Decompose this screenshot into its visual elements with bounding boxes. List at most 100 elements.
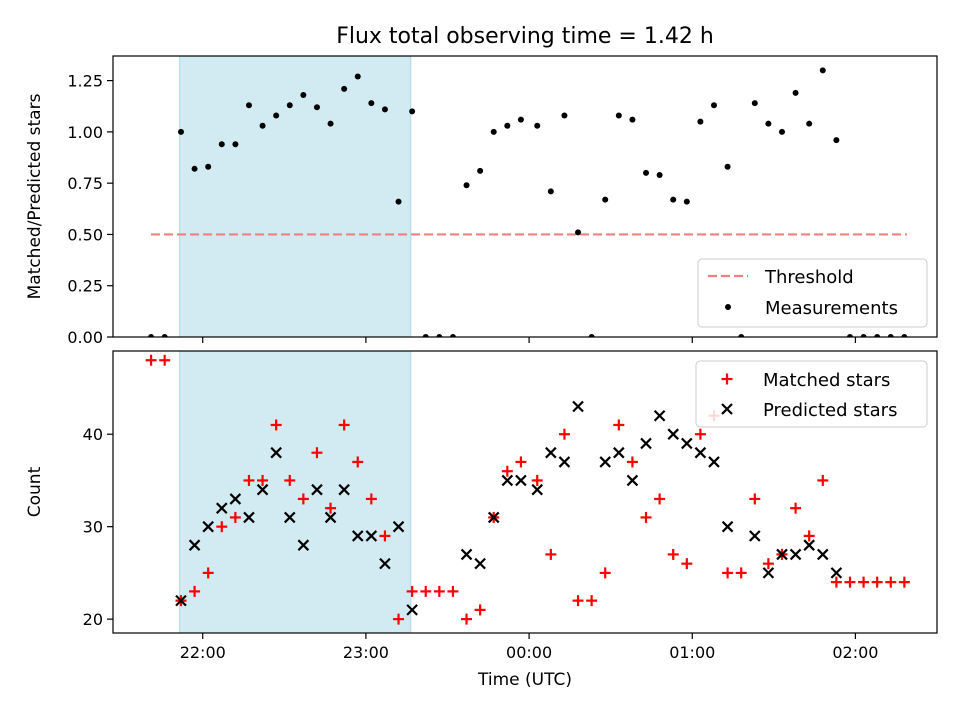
predicted-star-point xyxy=(379,557,391,570)
matched-star-point xyxy=(393,613,405,625)
predicted-star-point xyxy=(830,567,843,579)
predicted-star-point xyxy=(803,539,815,551)
legend-predicted-label: Predicted stars xyxy=(763,400,897,421)
predicted-x-b xyxy=(379,557,391,570)
predicted-star-point xyxy=(175,594,187,607)
measurement-point xyxy=(874,334,881,337)
predicted-star-point xyxy=(515,474,527,487)
matched-star-point xyxy=(586,595,598,607)
predicted-x-b xyxy=(202,520,214,533)
matched-star-point xyxy=(365,493,377,505)
measurement-point xyxy=(490,128,497,135)
matched-star-point xyxy=(681,558,693,570)
predicted-x-b xyxy=(817,548,829,561)
predicted-x-b xyxy=(188,539,201,551)
predicted-star-point xyxy=(392,520,405,533)
matched-star-point xyxy=(229,511,241,523)
y-tick-label: 20 xyxy=(83,610,103,629)
predicted-x-b xyxy=(545,446,557,459)
observing-span-shade xyxy=(179,55,412,338)
predicted-x-b xyxy=(283,511,296,524)
measurement-point xyxy=(602,196,609,203)
predicted-star-point xyxy=(558,456,571,468)
matched-star-point xyxy=(858,576,870,588)
measurement-point xyxy=(327,120,334,127)
legend-predicted-swatch-b xyxy=(721,403,733,415)
measurement-point xyxy=(354,73,361,80)
y-tick-label: 1.00 xyxy=(67,123,103,142)
x-axis-label: Time (UTC) xyxy=(477,670,572,690)
matched-star-point xyxy=(243,474,255,486)
measurement-point xyxy=(313,104,320,111)
predicted-star-point xyxy=(365,530,378,542)
matched-star-point xyxy=(885,576,897,588)
measurement-point xyxy=(765,120,772,127)
predicted-x-b xyxy=(243,511,255,524)
matched-star-point xyxy=(694,428,706,440)
measurement-point xyxy=(792,89,799,96)
measurement-point xyxy=(887,334,894,337)
predicted-x-b xyxy=(803,539,815,551)
predicted-x-b xyxy=(653,409,666,422)
y-tick-label: 1.25 xyxy=(67,72,103,91)
predicted-x-b xyxy=(311,483,323,496)
predicted-x-b xyxy=(406,604,418,616)
axes-frame xyxy=(112,55,938,338)
predicted-x-b xyxy=(175,594,187,607)
measurement-point xyxy=(806,120,813,127)
predicted-x-b xyxy=(721,520,734,533)
x-tick-label: 22:00 xyxy=(180,643,226,662)
predicted-star-point xyxy=(202,520,214,533)
matched-star-point xyxy=(515,456,527,468)
predicted-x-b xyxy=(762,567,775,579)
predicted-x-b xyxy=(365,530,378,542)
matched-star-point xyxy=(572,595,584,607)
predicted-star-point xyxy=(708,456,720,468)
measurement-point xyxy=(819,67,826,74)
measurement-point xyxy=(259,122,266,129)
matched-star-point xyxy=(461,613,473,625)
x-tick-label: 02:00 xyxy=(832,643,878,662)
legend-box xyxy=(695,360,928,428)
measurement-point xyxy=(561,112,568,119)
matched-star-point xyxy=(531,474,543,486)
measurement-point xyxy=(368,100,375,107)
measurement-point xyxy=(161,334,168,337)
predicted-x-b xyxy=(297,539,310,551)
predicted-star-point xyxy=(283,511,296,524)
matched-star-point xyxy=(352,456,364,468)
measurement-point xyxy=(436,334,443,337)
measurement-point xyxy=(901,334,908,337)
measurement-point xyxy=(778,128,785,135)
matched-star-point xyxy=(325,502,337,514)
measurement-point xyxy=(697,118,704,125)
measurement-point xyxy=(738,334,745,337)
matched-star-point xyxy=(202,567,214,579)
predicted-star-point xyxy=(256,483,269,496)
predicted-x-b xyxy=(501,474,514,487)
data-marks xyxy=(145,354,910,625)
measurement-point xyxy=(381,106,388,113)
predicted-star-point xyxy=(545,446,557,459)
measurement-point xyxy=(534,122,541,129)
measurement-point xyxy=(643,169,650,176)
measurement-point xyxy=(846,334,853,337)
predicted-star-point xyxy=(297,539,310,551)
axes-frame xyxy=(112,350,938,634)
measurement-point xyxy=(504,122,511,129)
legend-matched-label: Matched stars xyxy=(763,370,890,391)
measurement-point xyxy=(670,196,677,203)
predicted-x-b xyxy=(270,446,282,459)
predicted-x-b xyxy=(351,530,364,542)
matched-star-point xyxy=(311,447,323,459)
predicted-star-point xyxy=(817,548,829,561)
measurement-point xyxy=(477,167,484,174)
matched-star-point xyxy=(216,521,228,533)
matched-star-point xyxy=(613,419,625,431)
matched-star-point xyxy=(599,567,611,579)
matched-star-point xyxy=(762,558,774,570)
predicted-star-point xyxy=(681,437,693,450)
matched-star-point xyxy=(790,502,802,514)
predicted-x-b xyxy=(392,520,405,533)
predicted-x-b xyxy=(256,483,269,496)
